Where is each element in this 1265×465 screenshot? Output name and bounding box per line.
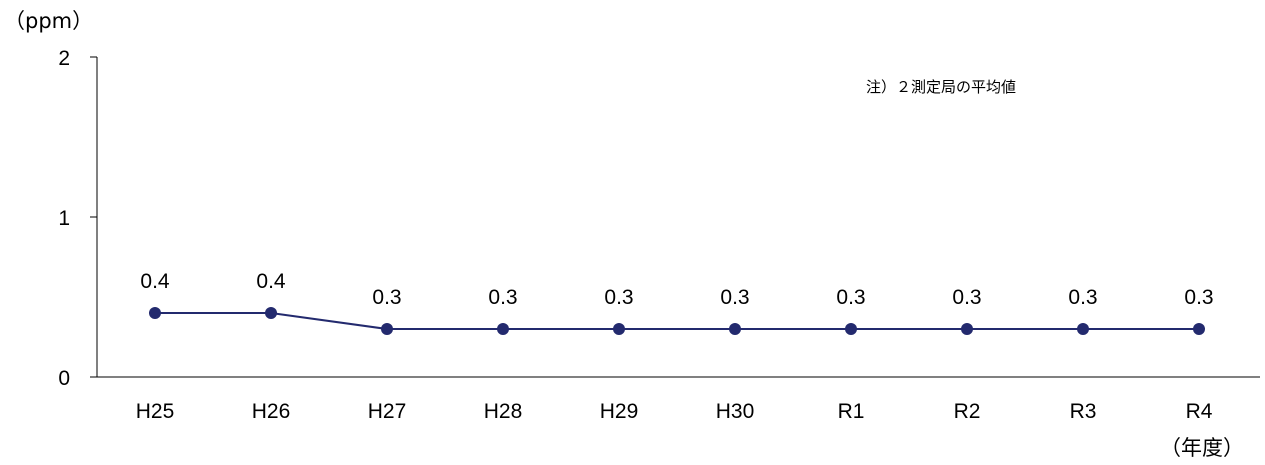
x-tick-label: R1 [838,400,865,423]
series-line [155,312,1199,330]
x-axis-ticks: H25 H26 H27 H28 H29 H30 R1 R2 R3 R4 [136,400,1213,423]
data-label: 0.3 [1184,286,1213,309]
data-label: 0.4 [140,270,170,293]
data-labels: 0.4 0.4 0.3 0.3 0.3 0.3 0.3 0.3 0.3 0.3 [140,270,1213,309]
x-tick-label: H29 [600,400,639,423]
y-axis-unit-label: （ppm） [4,9,93,33]
data-label: 0.3 [372,286,401,309]
y-axis-ticks: 0 1 2 [58,47,97,390]
data-point [1193,323,1205,335]
data-point [613,323,625,335]
data-point [1077,323,1089,335]
data-label: 0.3 [720,286,749,309]
x-tick-label: H28 [484,400,523,423]
data-label: 0.4 [256,270,286,293]
x-tick-label: R3 [1070,400,1097,423]
data-point [497,323,509,335]
y-tick-label: 2 [58,47,70,70]
x-axis-unit-label: （年度） [1160,436,1244,460]
x-tick-label: R2 [954,400,981,423]
x-tick-label: H27 [368,400,407,423]
data-label: 0.3 [952,286,981,309]
data-point [265,307,277,319]
data-point [381,323,393,335]
data-point [149,307,161,319]
chart-note: 注）２測定局の平均値 [866,78,1016,96]
data-label: 0.3 [1068,286,1097,309]
data-point [961,323,973,335]
data-label: 0.3 [604,286,633,309]
data-label: 0.3 [488,286,517,309]
data-point [845,323,857,335]
x-tick-label: R4 [1186,400,1213,423]
x-tick-label: H25 [136,400,175,423]
data-point [729,323,741,335]
y-tick-label: 1 [58,207,70,230]
y-tick-label: 0 [58,367,70,390]
data-label: 0.3 [836,286,865,309]
x-tick-label: H26 [252,400,291,423]
x-tick-label: H30 [716,400,755,423]
series-group [149,307,1205,335]
